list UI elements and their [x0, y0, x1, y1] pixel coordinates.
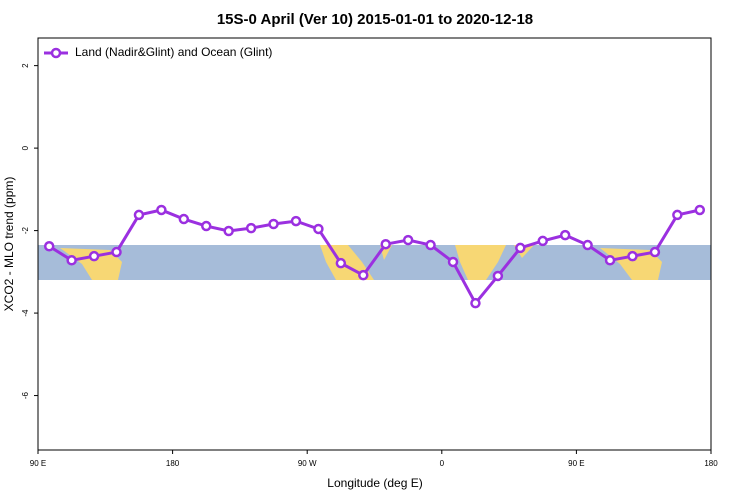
- legend-marker: [50, 47, 62, 59]
- y-axis-label: XCO2 - MLO trend (ppm): [2, 177, 16, 312]
- point: [559, 229, 571, 241]
- point: [604, 255, 616, 266]
- y-tick-label: 2: [21, 63, 30, 68]
- point: [111, 246, 122, 258]
- point: [290, 215, 302, 227]
- x-tick-label: 90 W: [298, 459, 317, 468]
- y-tick-label: -6: [21, 391, 30, 399]
- point: [672, 209, 683, 221]
- point: [156, 204, 167, 216]
- point: [245, 222, 257, 234]
- x-axis-label: Longitude (deg E): [327, 476, 422, 490]
- plot-frame: [37, 37, 712, 451]
- chart-title: 15S-0 April (Ver 10) 2015-01-01 to 2020-…: [217, 11, 533, 28]
- point: [223, 225, 234, 237]
- x-tick-label: 90 E: [568, 459, 584, 468]
- point: [201, 220, 212, 232]
- point: [178, 213, 190, 225]
- point: [515, 242, 526, 254]
- y-tick-label: -4: [21, 309, 30, 317]
- point: [133, 209, 145, 221]
- x-tick-label: 180: [704, 459, 718, 468]
- point: [627, 250, 638, 262]
- y-tick-label: -2: [21, 226, 30, 234]
- map-band: [38, 245, 711, 280]
- point: [313, 223, 324, 235]
- point: [358, 269, 369, 281]
- point: [492, 270, 504, 282]
- legend-label: Land (Nadir&Glint) and Ocean (Glint): [75, 45, 272, 59]
- point: [88, 250, 100, 262]
- point: [268, 218, 279, 230]
- point: [537, 235, 548, 247]
- point: [447, 256, 459, 268]
- x-tick-label: 180: [166, 459, 180, 468]
- point: [335, 257, 347, 269]
- point: [380, 238, 391, 250]
- x-tick-label: 90 E: [30, 459, 46, 468]
- x-tick-label: 0: [440, 459, 445, 468]
- point: [694, 204, 706, 216]
- point: [66, 255, 77, 266]
- point: [470, 297, 481, 309]
- point: [582, 239, 593, 251]
- point: [425, 239, 436, 251]
- y-tick-label: 0: [21, 145, 30, 150]
- point: [649, 246, 661, 258]
- point: [402, 234, 414, 246]
- point: [43, 241, 55, 252]
